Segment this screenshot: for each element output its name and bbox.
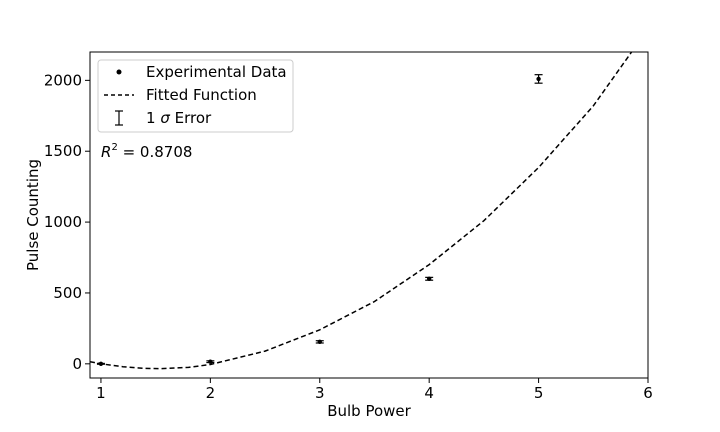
experimental-data-layer [96, 74, 543, 367]
x-axis-ticks: 1 2 3 4 5 6 [96, 378, 653, 402]
x-axis-label: Bulb Power [327, 402, 411, 420]
y-axis-label: Pulse Counting [24, 159, 42, 271]
legend-label-experimental-data: Experimental Data [146, 63, 287, 81]
data-point [315, 339, 324, 345]
legend-dot-marker [116, 69, 122, 75]
x-tick-label: 1 [96, 384, 106, 402]
data-point [206, 359, 215, 364]
legend: Experimental Data Fitted Function 1 σ Er… [97, 59, 294, 133]
legend-label-error: 1 σ Error [146, 109, 212, 127]
data-point [534, 74, 543, 84]
data-point-marker [317, 339, 322, 345]
data-point [425, 276, 434, 281]
y-tick-label: 2000 [44, 71, 82, 89]
fitted-function-line [90, 52, 633, 370]
sigma-symbol: σ [160, 109, 170, 127]
y-tick-label: 0 [72, 355, 82, 373]
plot-frame [89, 51, 649, 379]
legend-errorbar-marker [115, 110, 123, 126]
legend-label-fitted-function: Fitted Function [146, 86, 257, 104]
r-squared-annotation: R2 = 0.8708 [101, 142, 192, 161]
y-tick-label: 1500 [44, 142, 82, 160]
data-point [96, 361, 105, 367]
data-point-marker [208, 359, 213, 364]
x-tick-label: 2 [206, 384, 216, 402]
data-point-marker [536, 76, 541, 82]
x-tick-label: 5 [534, 384, 544, 402]
data-point-marker [98, 361, 104, 367]
x-tick-label: 6 [643, 384, 653, 402]
fitted-function-layer [90, 52, 633, 370]
data-point-marker [426, 276, 432, 281]
legend-box [97, 59, 294, 133]
y-tick-label: 500 [53, 284, 82, 302]
y-axis-ticks: 0 500 1000 1500 2000 [44, 71, 90, 373]
x-tick-label: 3 [315, 384, 325, 402]
y-tick-label: 1000 [44, 213, 82, 231]
x-tick-label: 4 [424, 384, 434, 402]
